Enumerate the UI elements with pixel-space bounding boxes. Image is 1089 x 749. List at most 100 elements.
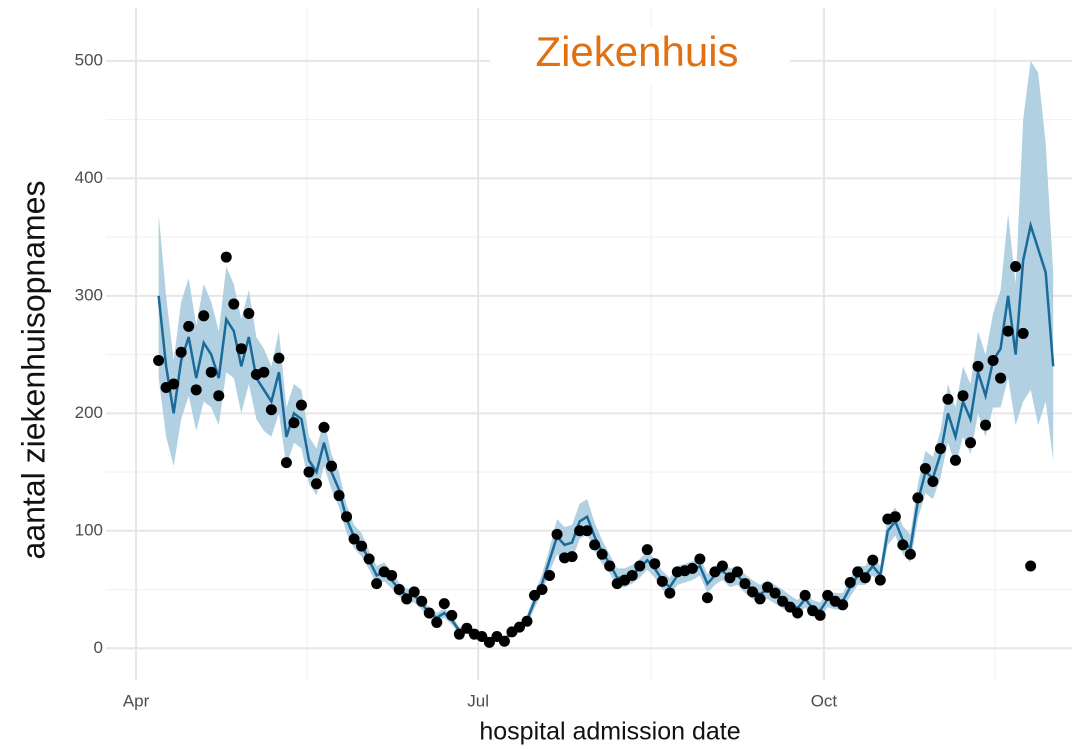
data-point xyxy=(544,569,556,581)
data-point xyxy=(1002,325,1014,337)
data-point xyxy=(574,525,586,537)
data-point xyxy=(581,525,593,537)
data-point xyxy=(1010,260,1022,272)
data-point xyxy=(957,390,969,402)
data-point xyxy=(513,621,525,633)
data-point xyxy=(280,457,292,469)
data-point xyxy=(153,354,165,366)
data-point xyxy=(626,569,638,581)
data-point xyxy=(551,528,563,540)
data-point xyxy=(904,548,916,560)
data-point xyxy=(987,354,999,366)
data-point xyxy=(694,553,706,565)
data-point xyxy=(867,554,879,566)
data-point xyxy=(183,320,195,332)
data-point xyxy=(724,572,736,584)
data-point xyxy=(310,478,322,490)
data-point xyxy=(356,540,368,552)
data-point xyxy=(995,372,1007,384)
data-point xyxy=(318,421,330,433)
chart-title: Ziekenhuis xyxy=(535,28,738,75)
data-point xyxy=(348,533,360,545)
data-point xyxy=(205,366,217,378)
data-point xyxy=(423,607,435,619)
data-point xyxy=(634,560,646,572)
data-point xyxy=(822,589,834,601)
x-tick-label: Jul xyxy=(467,691,489,710)
data-point xyxy=(942,393,954,405)
data-point xyxy=(814,609,826,621)
data-point xyxy=(566,551,578,563)
data-point xyxy=(483,636,495,648)
data-point xyxy=(1025,560,1037,572)
data-point xyxy=(416,595,428,607)
data-point xyxy=(792,607,804,619)
data-point xyxy=(295,399,307,411)
data-point xyxy=(190,384,202,396)
data-point xyxy=(686,562,698,574)
data-point xyxy=(1017,327,1029,339)
y-tick-label: 500 xyxy=(75,50,103,69)
y-tick-label: 100 xyxy=(75,520,103,539)
data-point xyxy=(528,589,540,601)
x-axis-label: hospital admission date xyxy=(479,718,740,746)
data-point xyxy=(371,578,383,590)
data-point xyxy=(739,578,751,590)
data-point xyxy=(168,378,180,390)
data-point xyxy=(912,492,924,504)
data-point xyxy=(341,511,353,523)
data-point xyxy=(656,575,668,587)
data-point xyxy=(837,599,849,611)
data-point xyxy=(934,443,946,455)
data-point xyxy=(288,417,300,429)
data-point xyxy=(198,310,210,322)
data-point xyxy=(919,463,931,475)
y-axis-label: aantal ziekenhuisopnames xyxy=(15,181,51,560)
y-tick-label: 0 xyxy=(94,638,103,657)
data-point xyxy=(393,584,405,596)
data-point xyxy=(949,454,961,466)
data-point xyxy=(235,343,247,355)
data-point xyxy=(701,592,713,604)
data-point xyxy=(874,574,886,586)
data-point xyxy=(243,307,255,319)
data-point xyxy=(596,548,608,560)
data-point xyxy=(476,631,488,643)
data-point xyxy=(453,628,465,640)
data-point xyxy=(498,635,510,647)
data-point xyxy=(258,366,270,378)
data-point xyxy=(175,346,187,358)
data-point xyxy=(769,587,781,599)
data-point xyxy=(897,539,909,551)
data-point xyxy=(664,587,676,599)
data-point xyxy=(536,584,548,596)
data-point xyxy=(852,566,864,578)
data-point xyxy=(604,560,616,572)
data-point xyxy=(333,490,345,502)
data-point xyxy=(709,566,721,578)
data-point xyxy=(431,616,443,628)
data-point xyxy=(273,352,285,364)
data-point xyxy=(213,390,225,402)
data-point xyxy=(731,566,743,578)
data-point xyxy=(363,553,375,565)
data-point xyxy=(716,560,728,572)
x-tick-label: Apr xyxy=(123,691,150,710)
data-point xyxy=(784,601,796,613)
data-point xyxy=(401,593,413,605)
y-tick-label: 400 xyxy=(75,168,103,187)
data-point xyxy=(965,437,977,449)
data-point xyxy=(461,622,473,634)
data-point xyxy=(927,475,939,487)
data-point xyxy=(446,609,458,621)
data-point xyxy=(589,539,601,551)
data-point xyxy=(438,598,450,610)
data-point xyxy=(754,593,766,605)
data-point xyxy=(980,419,992,431)
data-point xyxy=(220,251,232,263)
data-point xyxy=(747,586,759,598)
plot-area xyxy=(153,60,1055,648)
data-point xyxy=(303,466,315,478)
title-background xyxy=(490,28,790,84)
